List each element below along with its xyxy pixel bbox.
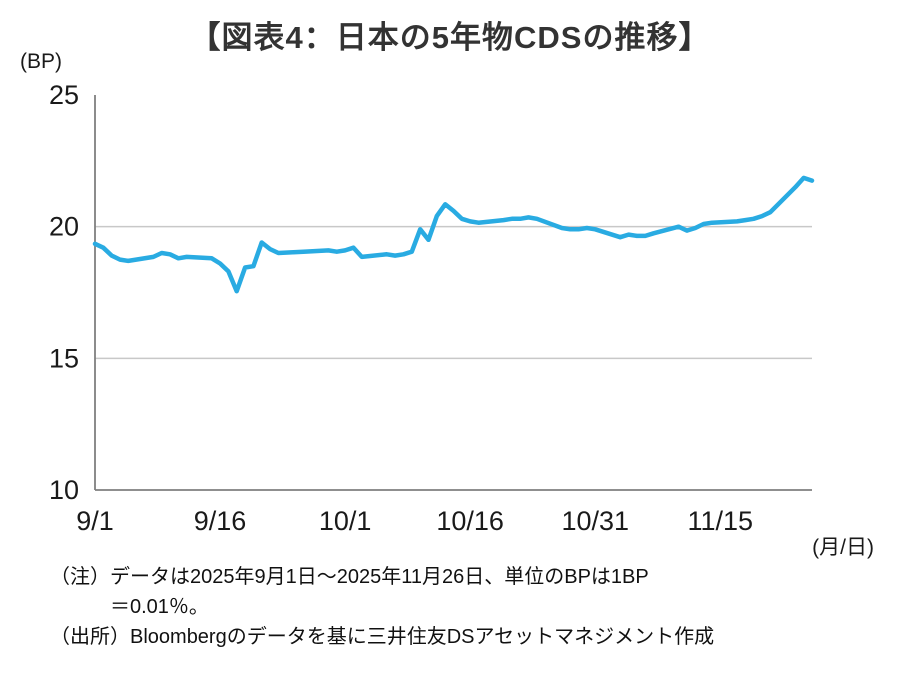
cds-series-line xyxy=(92,175,815,294)
x-tick-label: 10/31 xyxy=(561,506,629,536)
source-line: （出所）Bloombergのデータを基に三井住友DSアセットマネジメント作成 xyxy=(50,626,715,648)
y-tick-label: 20 xyxy=(49,212,79,242)
page-title: 【図表4：日本の5年物CDSの推移】 xyxy=(189,20,711,55)
x-tick-label: 11/15 xyxy=(688,506,754,536)
y-tick-label: 25 xyxy=(49,80,79,110)
cds-line-chart: 10 15 20 25 9/1 9/16 10/1 10/16 10/31 11/15 xyxy=(49,80,815,536)
y-tick-label: 15 xyxy=(49,343,79,373)
footnotes: （注）データは2025年9月1日～2025年11月26日、単位のBPは1BP ＝… xyxy=(50,562,880,652)
y-axis-unit-label: (BP) xyxy=(20,50,62,73)
y-tick-label: 10 xyxy=(49,475,79,505)
x-axis-unit-label: (月/日) xyxy=(812,536,874,559)
note-line-1: （注）データは2025年9月1日～2025年11月26日、単位のBPは1BP xyxy=(50,566,649,588)
x-tick-label: 10/1 xyxy=(319,506,372,536)
x-tick-label: 9/1 xyxy=(76,506,114,536)
x-tick-label: 9/16 xyxy=(194,506,247,536)
x-tick-label: 10/16 xyxy=(436,506,504,536)
note-line-2: ＝0.01％。 xyxy=(110,596,209,618)
